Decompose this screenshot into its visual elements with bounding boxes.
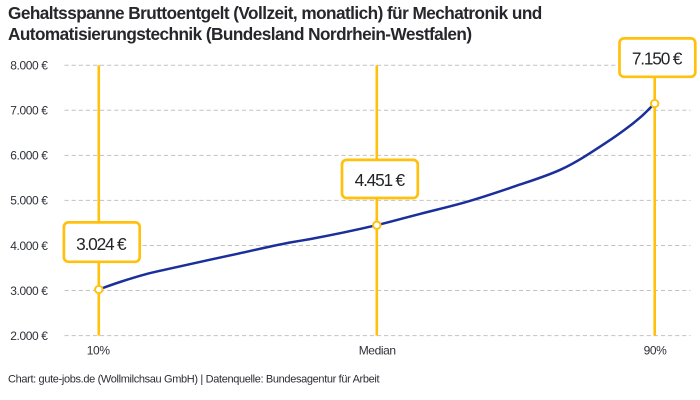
svg-text:5.000 €: 5.000 €	[10, 194, 48, 208]
svg-text:8.000 €: 8.000 €	[10, 59, 48, 73]
svg-text:Median: Median	[359, 344, 396, 358]
svg-text:Automatisierungstechnik (Bunde: Automatisierungstechnik (Bundesland Nord…	[8, 24, 472, 44]
svg-text:2.000 €: 2.000 €	[10, 329, 48, 343]
svg-text:3.024 €: 3.024 €	[76, 234, 127, 254]
svg-text:3.000 €: 3.000 €	[10, 284, 48, 298]
svg-text:7.150 €: 7.150 €	[632, 49, 683, 69]
svg-text:4.451 €: 4.451 €	[355, 170, 406, 190]
svg-text:Chart: gute-jobs.de (Wollmilch: Chart: gute-jobs.de (Wollmilchsau GmbH) …	[8, 374, 379, 386]
svg-text:6.000 €: 6.000 €	[10, 149, 48, 163]
svg-text:Gehaltsspanne Bruttoentgelt (V: Gehaltsspanne Bruttoentgelt (Vollzeit, m…	[8, 3, 542, 23]
svg-text:4.000 €: 4.000 €	[10, 239, 48, 253]
svg-text:10%: 10%	[87, 344, 111, 358]
svg-text:7.000 €: 7.000 €	[10, 104, 48, 118]
svg-text:90%: 90%	[644, 344, 668, 358]
